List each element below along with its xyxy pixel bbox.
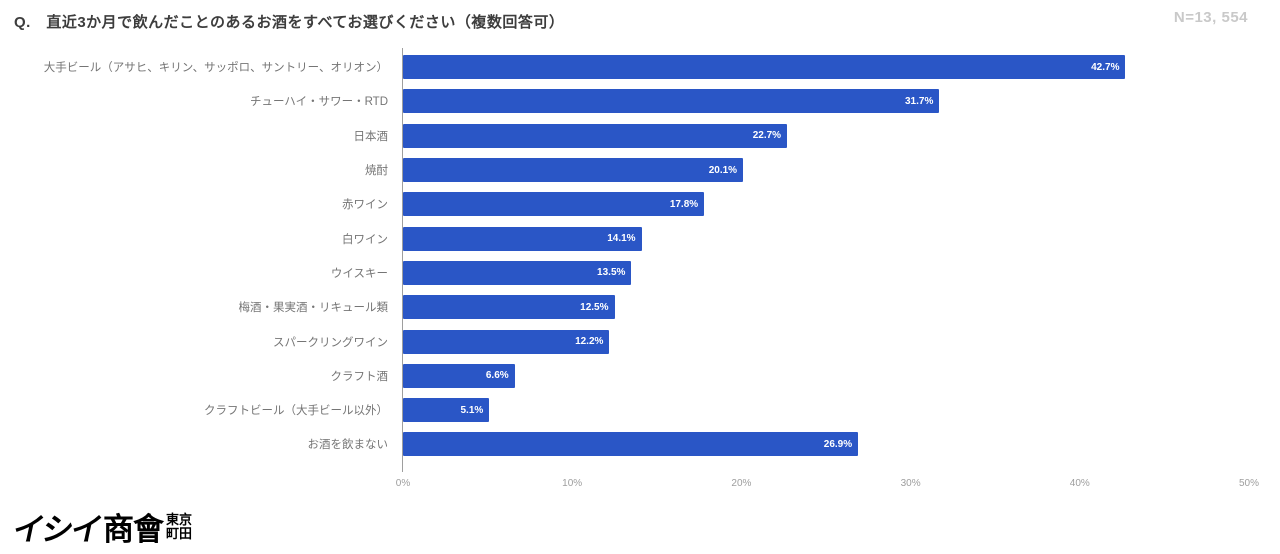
bar-track: 12.5% xyxy=(403,295,1249,320)
chart-rows: 大手ビール（アサヒ、キリン、サッポロ、サントリー、オリオン） 42.7% チューハイ… xyxy=(0,50,1280,462)
category-label: 日本酒 xyxy=(353,130,389,143)
bar: 14.1% xyxy=(403,226,642,251)
bar: 20.1% xyxy=(403,158,744,183)
x-tick-label: 20% xyxy=(731,478,752,489)
logo-kana-text: イシイ xyxy=(9,512,105,547)
bar-chart: 大手ビール（アサヒ、キリン、サッポロ、サントリー、オリオン） 42.7% チューハイ… xyxy=(0,48,1280,489)
category-label: 白ワイン xyxy=(342,233,388,246)
bar-value-label: 14.1% xyxy=(607,233,636,245)
bar-track: 31.7% xyxy=(403,89,1249,114)
bar-track: 26.9% xyxy=(403,432,1249,457)
bar-value-label: 12.2% xyxy=(575,336,604,348)
x-tick-label: 30% xyxy=(900,478,921,489)
category-label: ウイスキー xyxy=(330,267,388,280)
bar-track: 17.8% xyxy=(403,192,1249,217)
bar-value-label: 6.6% xyxy=(485,370,509,382)
bar: 6.6% xyxy=(403,363,515,388)
bar-track: 20.1% xyxy=(403,158,1249,183)
bar-value-label: 5.1% xyxy=(460,404,484,416)
bar-track: 42.7% xyxy=(403,55,1249,80)
chart-row: 赤ワイン 17.8% xyxy=(0,187,1280,221)
chart-row: 白ワイン 14.1% xyxy=(0,221,1280,255)
bar-value-label: 17.8% xyxy=(669,198,699,210)
bar: 17.8% xyxy=(403,192,705,217)
category-label: クラフト酒 xyxy=(330,370,389,383)
chart-row: スパークリングワイン 12.2% xyxy=(0,324,1280,358)
bar: 12.5% xyxy=(403,295,615,320)
category-label: チューハイ・サワー・RTD xyxy=(250,96,388,109)
logo-kanji-text: 商會 xyxy=(103,512,164,547)
chart-row: 焼酎 20.1% xyxy=(0,153,1280,187)
category-label: 梅酒・果実酒・リキュール類 xyxy=(238,302,389,315)
chart-row: 大手ビール（アサヒ、キリン、サッポロ、サントリー、オリオン） 42.7% xyxy=(0,50,1280,84)
bar: 13.5% xyxy=(403,260,632,285)
y-axis-line xyxy=(402,48,403,472)
chart-row: 梅酒・果実酒・リキュール類 12.5% xyxy=(0,290,1280,324)
bar-track: 14.1% xyxy=(403,226,1249,251)
bar-value-label: 13.5% xyxy=(597,267,626,279)
chart-row: チューハイ・サワー・RTD 31.7% xyxy=(0,84,1280,118)
bar-value-label: 26.9% xyxy=(823,438,853,450)
bar-track: 12.2% xyxy=(403,329,1249,354)
bar-value-label: 22.7% xyxy=(752,130,782,142)
chart-question-title: Q. 直近3か月で飲んだことのあるお酒をすべてお選びください（複数回答可） xyxy=(14,14,565,31)
category-label: 大手ビール（アサヒ、キリン、サッポロ、サントリー、オリオン） xyxy=(43,62,388,75)
bar-value-label: 31.7% xyxy=(905,95,934,107)
chart-row: クラフトビール（大手ビール以外） 5.1% xyxy=(0,393,1280,427)
chart-row: クラフト酒 6.6% xyxy=(0,359,1280,393)
logo-location-top: 東京 xyxy=(166,511,193,527)
chart-row: お酒を飲まない 26.9% xyxy=(0,427,1280,461)
x-tick-label: 0% xyxy=(395,478,411,489)
category-label: お酒を飲まない xyxy=(307,439,389,452)
logo-location-text: 東京 町田 xyxy=(166,513,192,540)
bar: 31.7% xyxy=(403,89,940,114)
bar-track: 6.6% xyxy=(403,363,1249,388)
bar: 5.1% xyxy=(403,398,490,423)
sample-size-label: N=13, 554 xyxy=(1173,9,1248,26)
category-label: 赤ワイン xyxy=(342,199,388,212)
category-label: クラフトビール（大手ビール以外） xyxy=(204,405,388,418)
company-logo: イシイ 商會 東京 町田 xyxy=(10,504,192,549)
category-label: 焼酎 xyxy=(365,165,388,178)
x-axis-ticks: 0% 10% 20% 30% 40% 50% xyxy=(396,478,1259,492)
bar-value-label: 20.1% xyxy=(708,164,738,176)
bar-track: 5.1% xyxy=(403,398,1249,423)
x-tick-label: 40% xyxy=(1069,478,1090,489)
bar-value-label: 42.7% xyxy=(1091,61,1120,73)
bar-track: 13.5% xyxy=(403,260,1249,285)
x-tick-label: 50% xyxy=(1238,478,1260,489)
bar-track: 22.7% xyxy=(403,123,1249,148)
logo-location-bottom: 町田 xyxy=(166,525,193,541)
x-tick-label: 10% xyxy=(562,478,583,489)
chart-row: ウイスキー 13.5% xyxy=(0,256,1280,290)
chart-row: 日本酒 22.7% xyxy=(0,119,1280,153)
category-label: スパークリングワイン xyxy=(273,336,388,349)
bar-value-label: 12.5% xyxy=(580,301,609,313)
bar: 26.9% xyxy=(403,432,859,457)
bar: 22.7% xyxy=(403,123,788,148)
bar: 42.7% xyxy=(403,55,1126,80)
bar: 12.2% xyxy=(403,329,610,354)
